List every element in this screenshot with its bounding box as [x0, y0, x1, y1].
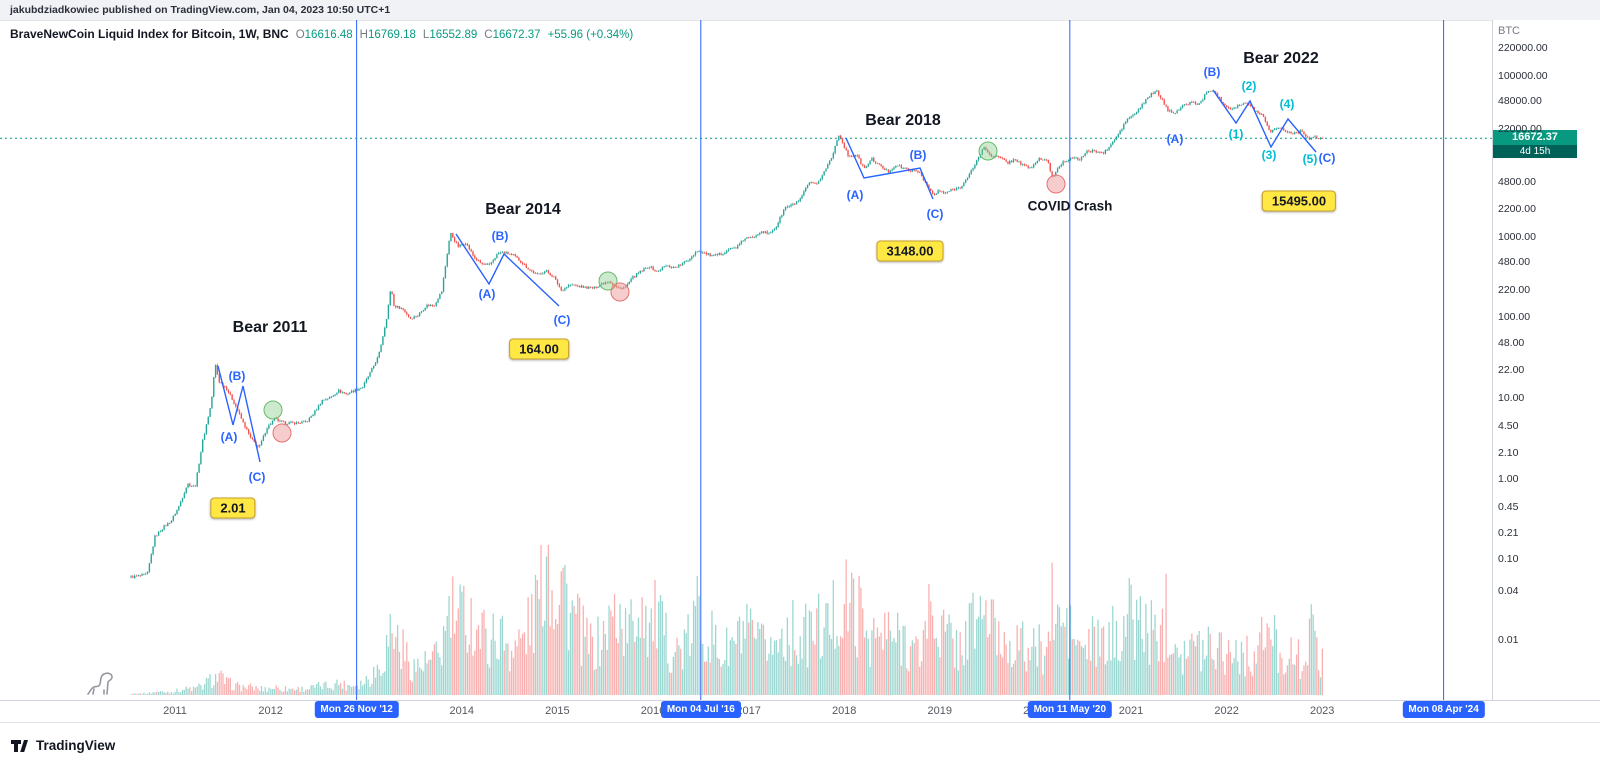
event-circle — [263, 400, 283, 420]
change-value: +55.96 (+0.34%) — [547, 29, 634, 41]
bar-countdown: 4d 15h — [1493, 145, 1577, 159]
last-price-label[interactable]: 16672.37 4d 15h — [1493, 130, 1577, 159]
price-flag[interactable]: 2.01 — [210, 497, 256, 519]
elliott-trend-line — [845, 137, 934, 200]
price-axis-unit: BTC — [1498, 25, 1520, 37]
event-circle — [610, 282, 630, 302]
event-circle — [598, 271, 618, 291]
footer-brand[interactable]: TradingView — [36, 738, 116, 753]
elliott-trend-line — [455, 233, 560, 307]
tradingview-logo-icon[interactable] — [10, 736, 29, 755]
halving-date-chip: Mon 11 May '20 — [1027, 701, 1113, 718]
halving-date-chip: Mon 08 Apr '24 — [1402, 701, 1485, 718]
footer-bar: TradingView — [0, 722, 1600, 767]
publish-bar: jakubdziadkowiec published on TradingVie… — [0, 0, 1600, 21]
price-axis[interactable] — [1492, 20, 1600, 722]
halving-date-chip: Mon 26 Nov '12 — [314, 701, 399, 718]
ohlc-values: O16616.48 H16769.18 L16552.89 C16672.37 — [295, 29, 541, 41]
time-axis[interactable] — [0, 700, 1600, 723]
publish-text: jakubdziadkowiec published on TradingVie… — [10, 4, 391, 16]
last-price-value: 16672.37 — [1493, 130, 1577, 146]
event-circle — [272, 423, 292, 443]
symbol-legend[interactable]: BraveNewCoin Liquid Index for Bitcoin, 1… — [10, 27, 633, 41]
price-flag[interactable]: 15495.00 — [1261, 190, 1337, 212]
volume-layer — [130, 545, 1323, 695]
price-flag[interactable]: 164.00 — [509, 338, 569, 360]
event-circle — [1046, 174, 1066, 194]
price-flag[interactable]: 3148.00 — [876, 240, 944, 262]
candles-layer — [130, 89, 1324, 580]
dino-sticker-icon[interactable] — [82, 664, 118, 698]
elliott-trend-line — [217, 365, 261, 463]
event-circle — [978, 141, 998, 161]
elliott-trend-line — [1212, 89, 1317, 153]
symbol-title: BraveNewCoin Liquid Index for Bitcoin, 1… — [10, 27, 289, 41]
halving-date-chip: Mon 04 Jul '16 — [660, 701, 741, 718]
